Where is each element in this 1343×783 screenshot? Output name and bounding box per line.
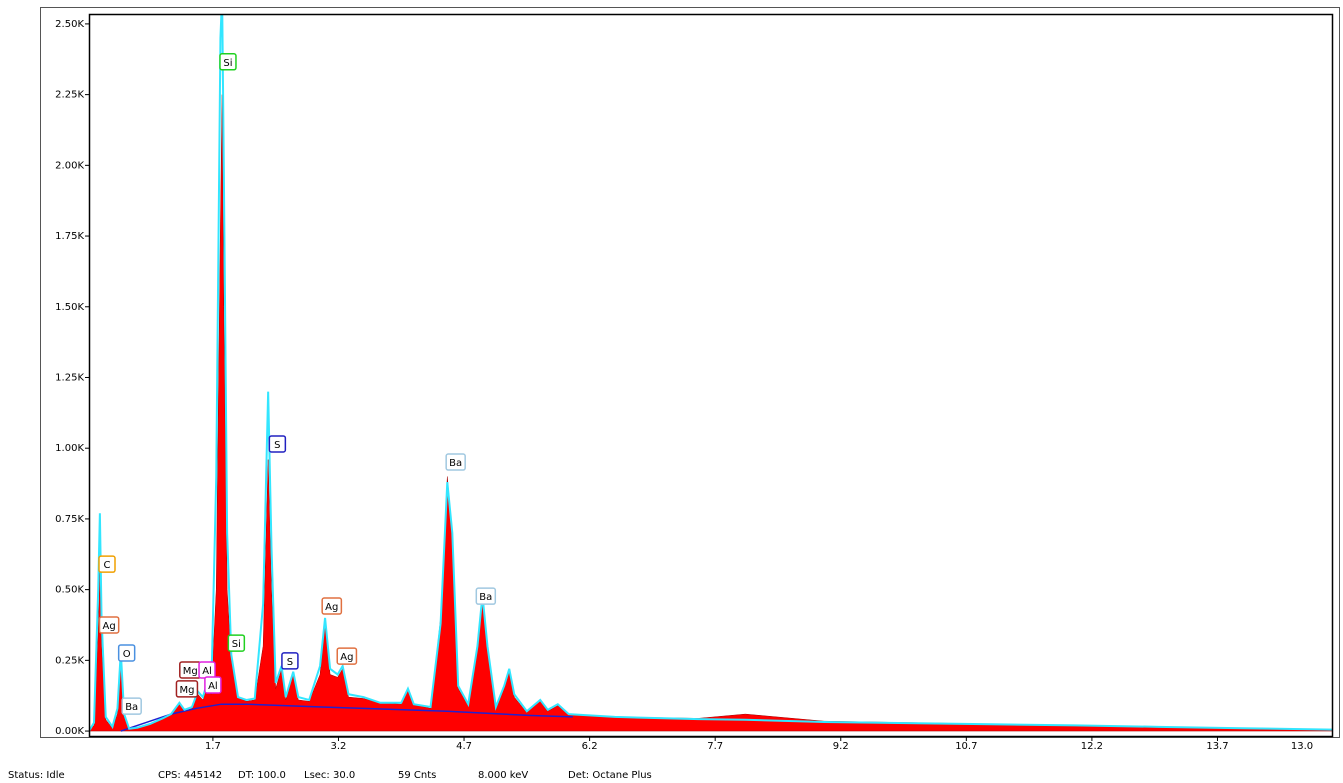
status-item: Det: Octane Plus xyxy=(568,770,652,781)
peak-label: Si xyxy=(227,634,246,652)
peak-label-text: Mg xyxy=(183,666,198,677)
peak-label-box xyxy=(227,634,246,652)
peak-label-text: C xyxy=(104,560,111,571)
x-tick-label: 12.2 xyxy=(1081,741,1103,752)
peak-label: Al xyxy=(198,661,216,679)
x-tick-label: 4.7 xyxy=(456,741,472,752)
peak-label: Mg xyxy=(175,680,199,698)
status-item: Status: Idle xyxy=(8,770,65,781)
peak-label-box xyxy=(219,53,237,71)
peak-label: Mg xyxy=(179,661,202,679)
peak-label-text: Ba xyxy=(125,702,138,713)
y-tick-label: 0.50K xyxy=(55,585,84,596)
peak-label: Ba xyxy=(445,453,466,471)
peak-label-text: Ag xyxy=(340,652,353,663)
spectrum-area xyxy=(89,94,1333,732)
peak-label-box xyxy=(281,652,299,670)
peak-label-text: Ag xyxy=(102,621,115,632)
x-tick-label: 6.2 xyxy=(582,741,598,752)
fit-line xyxy=(89,14,1333,732)
peak-label-box xyxy=(321,597,343,615)
y-tick-label: 1.00K xyxy=(55,443,84,454)
peak-label-box xyxy=(98,555,116,573)
y-tick-label: 1.25K xyxy=(55,372,84,383)
y-tick-label: 0.00K xyxy=(55,726,84,737)
peak-label: Si xyxy=(219,53,237,71)
peak-label-text: Al xyxy=(208,681,218,692)
x-tick-label: 7.7 xyxy=(707,741,723,752)
peak-label-box xyxy=(268,435,287,453)
status-item: 59 Cnts xyxy=(398,770,437,781)
background-line xyxy=(120,703,573,732)
peak-label-text: Si xyxy=(232,639,241,650)
x-tick-label: 9.2 xyxy=(833,741,849,752)
peak-label-text: Si xyxy=(223,58,232,69)
status-item: 8.000 keV xyxy=(478,770,529,781)
peak-label-text: Ag xyxy=(325,602,338,613)
peak-label-text: O xyxy=(123,649,131,660)
x-tick-label: 13.7 xyxy=(1206,741,1228,752)
outer-frame xyxy=(40,7,1340,738)
x-end-label: 13.0 xyxy=(1291,741,1313,752)
peak-label-text: Ba xyxy=(449,458,462,469)
peak-label-box xyxy=(475,587,497,605)
peak-label-box xyxy=(117,644,136,662)
y-tick-label: 2.50K xyxy=(55,19,84,30)
y-tick-label: 2.25K xyxy=(55,90,84,101)
y-tick-label: 2.00K xyxy=(55,160,84,171)
peak-label: Ba xyxy=(121,697,142,715)
y-tick-label: 1.75K xyxy=(55,231,84,242)
peak-label-box xyxy=(336,647,358,665)
y-tick-label: 1.50K xyxy=(55,302,84,313)
plot-area xyxy=(89,14,1333,732)
peak-label: Ag xyxy=(98,616,120,634)
peak-label-text: S xyxy=(274,440,280,451)
peak-label-box xyxy=(98,616,120,634)
y-tick-label: 0.75K xyxy=(55,514,84,525)
status-item: Lsec: 30.0 xyxy=(304,770,356,781)
peak-label-box xyxy=(175,680,199,698)
peak-label: Ba xyxy=(475,587,497,605)
status-bar: Status: Idle CPS: 445142 DT: 100.0 Lsec: 30… xyxy=(0,768,1343,783)
peak-label-box xyxy=(204,676,222,694)
peak-label-box xyxy=(445,453,466,471)
peak-label-text: S xyxy=(287,657,293,668)
peak-label: S xyxy=(268,435,287,453)
peak-label-box xyxy=(121,697,142,715)
peak-label-text: Al xyxy=(202,666,212,677)
peak-label: O xyxy=(117,644,136,662)
peak-label: Ag xyxy=(336,647,358,665)
y-tick-label: 0.25K xyxy=(55,655,84,666)
peak-label: Ag xyxy=(321,597,343,615)
status-item: CPS: 445142 xyxy=(158,770,223,781)
x-tick-label: 10.7 xyxy=(955,741,977,752)
peak-label: S xyxy=(281,652,299,670)
peak-label-text: Mg xyxy=(179,685,194,696)
status-item: DT: 100.0 xyxy=(238,770,286,781)
x-tick-label: 3.2 xyxy=(331,741,347,752)
plot-frame xyxy=(88,13,1334,738)
peak-label-text: Ba xyxy=(479,592,492,603)
peak-label: C xyxy=(98,555,116,573)
x-tick-label: 1.7 xyxy=(205,741,221,752)
peak-label: Al xyxy=(204,676,222,694)
